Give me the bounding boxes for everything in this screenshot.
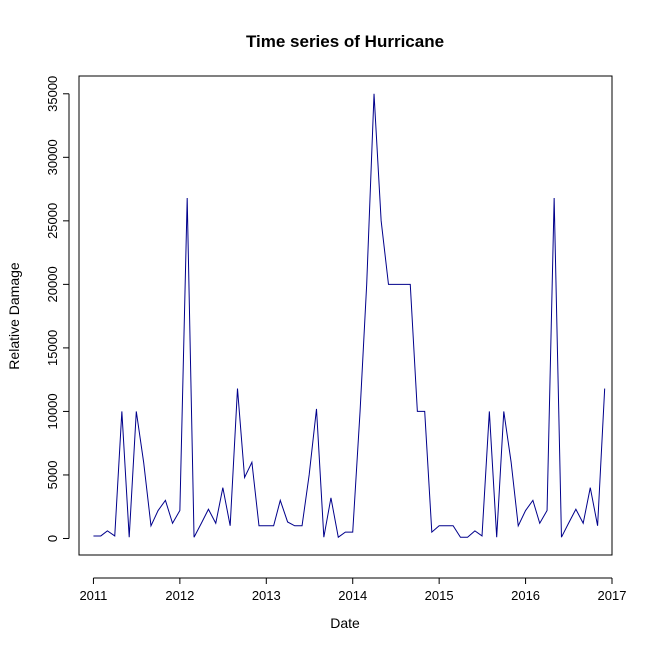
series-line — [93, 93, 606, 539]
x-tick-label: 2013 — [252, 588, 281, 603]
y-tick-label: 20000 — [45, 266, 60, 302]
series-group — [93, 93, 606, 539]
y-tick-label: 35000 — [45, 76, 60, 112]
y-tick-label: 30000 — [45, 139, 60, 175]
x-tick-label: 2011 — [79, 588, 107, 603]
x-tick-label: 2012 — [165, 588, 194, 603]
x-tick-label: 2016 — [511, 588, 540, 603]
x-tick-label: 2014 — [338, 588, 367, 603]
plot-frame — [78, 75, 613, 556]
x-tick-label: 2017 — [598, 588, 627, 603]
y-tick-label: 15000 — [45, 330, 60, 366]
x-tick-label: 2015 — [425, 588, 454, 603]
y-tick-label: 0 — [45, 535, 60, 542]
y-axis-label: Relative Damage — [6, 262, 22, 370]
x-axis-label: Date — [330, 615, 360, 631]
y-tick-label: 10000 — [45, 393, 60, 429]
chart-title: Time series of Hurricane — [246, 32, 444, 51]
x-axis: 2011 2012 2013 2014 2015 2016 2017 — [79, 577, 627, 603]
y-tick-label: 25000 — [45, 203, 60, 239]
y-axis: 0 5000 10000 15000 20000 25000 30000 35000 — [45, 76, 70, 542]
y-tick-label: 5000 — [45, 460, 60, 489]
